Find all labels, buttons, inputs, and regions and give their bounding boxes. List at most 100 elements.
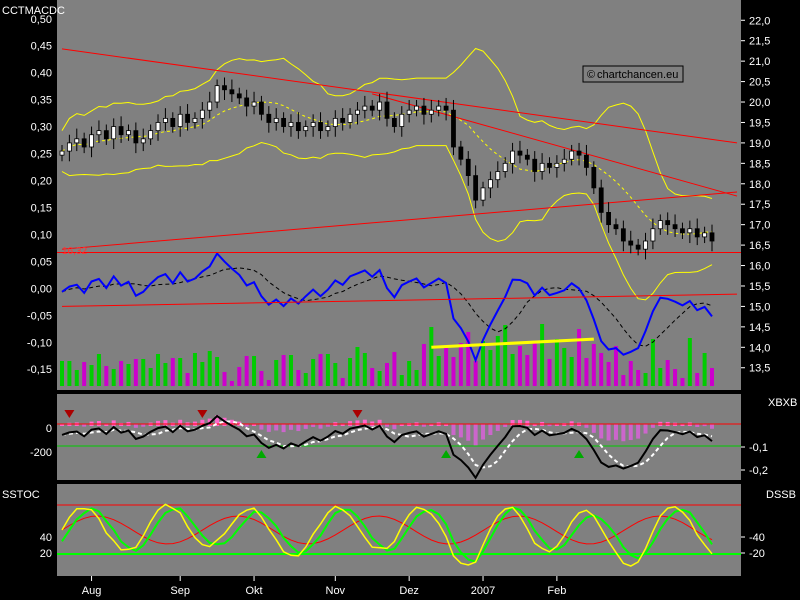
candle-body (177, 113, 183, 127)
candle-body (118, 126, 124, 136)
volume-bar (200, 362, 205, 386)
volume-bar (532, 341, 537, 386)
volume-bar (266, 380, 271, 386)
volume-bar (252, 356, 257, 386)
price-panel (57, 0, 741, 390)
candle-body (140, 138, 146, 144)
xbxb-right-tick-label: -0,2 (749, 465, 768, 477)
volume-bar (517, 346, 522, 386)
xbxb-hist-bar (510, 420, 515, 426)
volume-bar (481, 341, 486, 386)
candle-body (340, 117, 346, 123)
macd-signal (61, 267, 713, 347)
candle-body (66, 142, 72, 152)
xbxb-hist-bar (599, 424, 604, 439)
right-tick-label: 19,0 (749, 138, 770, 150)
right-tick-label: 18,5 (749, 158, 770, 170)
right-tick-label: 14,5 (749, 322, 770, 334)
right-tick-label: 19,5 (749, 117, 770, 129)
volume-bar (399, 375, 404, 386)
candle-body (480, 187, 486, 201)
volume-bar (525, 355, 530, 386)
volume-bar (156, 354, 161, 386)
volume-bar (650, 339, 655, 386)
candle-body (584, 154, 589, 168)
volume-trendline (431, 337, 594, 349)
candle-body (465, 158, 471, 177)
volume-bar (259, 371, 264, 386)
candle-body (377, 101, 383, 111)
stoch-layer (57, 503, 741, 567)
right-tick-label: 16,0 (749, 261, 770, 273)
candle-body (273, 117, 279, 123)
xbxb-hist-bar (421, 424, 426, 427)
candle-body (421, 105, 427, 115)
candle-body (355, 109, 360, 115)
right-tick-label: 21,5 (749, 36, 770, 48)
xbxb-hist-bar (163, 420, 168, 426)
volume-bar (628, 361, 633, 386)
stoch-title-right: DSSB (766, 489, 796, 501)
candle-body (657, 220, 663, 230)
xbxb-hist-bar (473, 424, 478, 446)
volume-bar (385, 363, 389, 386)
candle-body (547, 162, 552, 168)
xbxb-hist-bar (296, 424, 301, 432)
volume-bar (281, 355, 286, 386)
candle-body (510, 150, 515, 164)
candle-body (451, 109, 456, 148)
left-tick-label: -0,05 (27, 310, 52, 322)
xbxb-hist-bar (525, 420, 530, 426)
xbxb-hist-bar (288, 424, 293, 430)
xbxb-hist-bar (104, 423, 109, 426)
dss-line (61, 515, 713, 545)
xbxb-left-tick: 0 (46, 423, 52, 435)
xbxb-hist-bar (340, 423, 345, 426)
volume-bar (636, 370, 641, 386)
right-tick-label: 22,0 (749, 15, 770, 27)
xbxb-hist-bar (562, 423, 567, 426)
xbxb-hist-bar (377, 419, 382, 426)
xbxb-hist-bar (178, 419, 183, 426)
volume-bar (60, 361, 64, 386)
stoch-right-tick-label: -40 (749, 532, 765, 544)
xbxb-hist-bar (156, 420, 161, 426)
volume-bar (503, 325, 508, 386)
volume-bar (104, 366, 109, 386)
sell-marker-icon (197, 410, 208, 418)
xbxb-hist-bar (141, 424, 146, 427)
candle-body (303, 126, 309, 132)
right-tick-label: 17,5 (749, 199, 770, 211)
volume-bar (643, 373, 648, 386)
xbxb-hist-bar (325, 424, 330, 427)
volume-bar (348, 358, 353, 386)
candle-body (702, 232, 708, 238)
bollinger-lower (61, 141, 713, 301)
buy-marker-icon (441, 450, 452, 458)
volume-bar (148, 368, 153, 386)
candle-body (347, 113, 353, 123)
candle-body (598, 187, 604, 213)
candle-body (539, 162, 545, 172)
xbxb-hist-bar (481, 424, 486, 440)
xbxb-hist-bar (259, 424, 264, 430)
volume-bar (540, 324, 545, 386)
volume-bar (244, 356, 249, 386)
volume-bar (89, 365, 94, 386)
candle-body (694, 228, 700, 238)
volume-bar (569, 357, 574, 386)
candle-body (259, 101, 264, 115)
candle-body (199, 109, 205, 119)
xbxb-hist-bar (517, 419, 522, 426)
candle-body (244, 97, 250, 107)
volume-bar (370, 368, 375, 386)
volume-bar (192, 353, 197, 386)
volume-bar (311, 359, 316, 386)
candle-body (332, 117, 338, 127)
candle-body (650, 228, 656, 242)
xbxb-hist-bar (362, 419, 367, 426)
xbxb-main (61, 414, 713, 480)
candle-body (458, 146, 464, 160)
xbxb-hist-bar (399, 424, 404, 426)
xbxb-title: XBXB (768, 397, 797, 409)
